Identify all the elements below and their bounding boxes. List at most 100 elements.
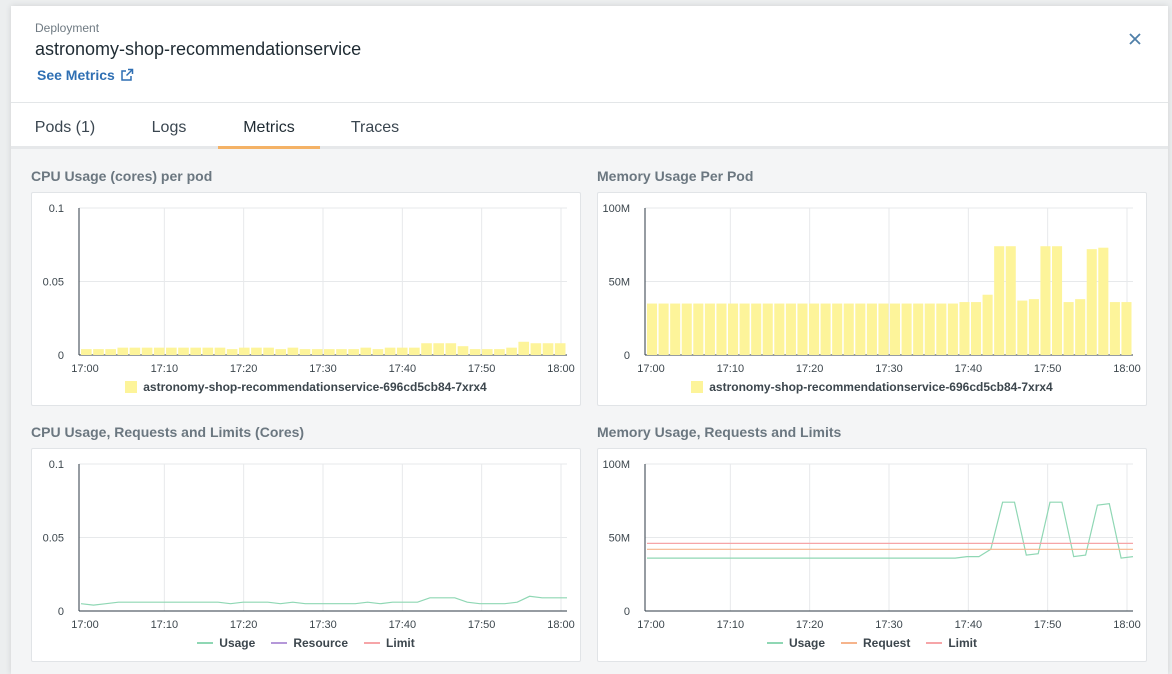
cpu-lines-x-tick: 17:00 — [71, 619, 99, 631]
mem-bars-bar — [901, 303, 912, 355]
legend-label: Request — [863, 636, 911, 650]
cpu-lines-x-tick: 17:30 — [309, 619, 337, 631]
mem-lines-series-usage — [647, 501, 1134, 559]
legend-request[interactable]: Request — [841, 636, 910, 650]
deployment-panel: Deployment astronomy-shop-recommendation… — [11, 6, 1168, 674]
cpu-bars-y-tick: 0.05 — [43, 277, 64, 289]
mem-lines-x-tick: 17:50 — [1034, 619, 1062, 631]
legend-usage[interactable]: Usage — [197, 636, 255, 650]
tab-pods[interactable]: Pods (1) — [34, 119, 96, 136]
mem-bars-bar — [855, 303, 866, 355]
tab-logs[interactable]: Logs — [151, 119, 187, 136]
legend-swatch — [197, 642, 214, 644]
cpu-lines-x-tick: 17:40 — [389, 619, 417, 631]
cpu-bars-x-tick: 17:30 — [309, 363, 337, 375]
cpu-bars-bar — [166, 347, 177, 355]
mem-rl-title: Memory Usage, Requests and Limits — [597, 424, 842, 440]
mem-bars-x-tick: 18:00 — [1113, 363, 1141, 375]
mem-bars-bar — [681, 303, 692, 355]
mem-bars-bar — [1017, 300, 1028, 355]
cpu-bars-bar — [214, 347, 226, 355]
cpu-bars-bar — [409, 347, 420, 355]
cpu-bars-bar — [384, 347, 396, 355]
mem-bars-bar — [982, 294, 993, 355]
active-tab-indicator — [218, 146, 320, 149]
cpu-bars-x-tick: 17:00 — [71, 363, 99, 375]
legend-swatch — [926, 642, 943, 644]
cpu-bars-bar — [372, 349, 384, 355]
mem-per-pod-legend: astronomy-shop-recommendationservice-696… — [598, 380, 1146, 394]
mem-bars-bar — [890, 303, 901, 355]
cpu-bars-bar — [287, 347, 299, 355]
mem-bars-bar — [797, 303, 808, 355]
external-link-icon — [121, 68, 134, 81]
legend-label: Resource — [293, 636, 349, 650]
mem-bars-bar — [658, 303, 669, 355]
legend-label: Limit — [948, 636, 978, 650]
legend-swatch — [766, 642, 783, 644]
cpu-bars-bar — [336, 349, 347, 355]
see-metrics-label: See Metrics — [37, 67, 115, 83]
mem-bars-bar — [971, 302, 982, 355]
cpu-bars-bar — [299, 349, 311, 355]
mem-lines-y-tick: 100M — [602, 459, 630, 471]
mem-rl-legend: Usage Request Limit — [598, 636, 1146, 650]
mem-rl-chart: 0 50M 100M 17:00 17:10 17:20 17:30 17:40 17:50 18… — [597, 448, 1147, 662]
mem-bars-bar — [866, 303, 877, 355]
cpu-bars-bar — [153, 347, 165, 355]
mem-bars-bar — [1109, 302, 1120, 355]
cpu-bars-bar — [311, 349, 323, 355]
cpu-bars-bar — [238, 347, 250, 355]
mem-bars-bar — [670, 303, 681, 355]
cpu-bars-bar — [445, 343, 457, 355]
resource-kind: Deployment — [35, 21, 100, 35]
mem-bars-bar — [959, 302, 970, 355]
legend-resource[interactable]: Resource — [271, 636, 348, 650]
mem-bars-bar — [751, 303, 762, 355]
close-icon[interactable] — [1126, 30, 1144, 48]
legend-item[interactable]: astronomy-shop-recommendationservice-696… — [691, 380, 1053, 394]
legend-label: Usage — [788, 636, 825, 650]
cpu-bars-bar — [518, 341, 530, 355]
cpu-bars-bar — [469, 349, 481, 355]
cpu-lines-y-tick: 0 — [58, 606, 64, 618]
cpu-per-pod-svg: 0 0.05 0.1 17:00 17:10 17:20 17:30 17:40 17:50 18… — [43, 203, 575, 375]
mem-bars-bar — [739, 303, 750, 355]
legend-limit[interactable]: Limit — [926, 636, 977, 650]
mem-bars-bar — [704, 303, 715, 355]
mem-bars-x-tick: 17:30 — [875, 363, 903, 375]
cpu-rl-legend: Usage Resource Limit — [32, 636, 580, 650]
legend-swatch — [271, 642, 288, 644]
mem-bars-bar — [728, 303, 739, 355]
cpu-per-pod-chart: 0 0.05 0.1 17:00 17:10 17:20 17:30 17:40 17:50 18… — [31, 192, 581, 406]
tab-metrics[interactable]: Metrics — [243, 119, 295, 136]
tab-traces[interactable]: Traces — [350, 119, 400, 136]
mem-per-pod-svg: 0 50M 100M 17:00 17:10 17:20 17:30 17:40 17:50 18… — [602, 203, 1141, 375]
cpu-bars-bar — [93, 349, 104, 355]
mem-lines-x-tick: 18:00 — [1113, 619, 1141, 631]
mem-bars-x-tick: 17:20 — [796, 363, 824, 375]
see-metrics-link[interactable]: See Metrics — [37, 67, 134, 83]
mem-bars-bar — [878, 303, 889, 355]
mem-bars-x-tick: 17:00 — [637, 363, 665, 375]
legend-item[interactable]: astronomy-shop-recommendationservice-696… — [125, 380, 487, 394]
legend-usage[interactable]: Usage — [766, 636, 825, 650]
cpu-bars-bar — [275, 349, 287, 355]
legend-limit[interactable]: Limit — [364, 636, 415, 650]
mem-lines-x-tick: 17:30 — [875, 619, 903, 631]
mem-lines-y-tick: 50M — [609, 533, 630, 545]
mem-lines-x-tick: 17:00 — [637, 619, 665, 631]
cpu-lines-x-tick: 18:00 — [547, 619, 575, 631]
mem-bars-bar — [832, 303, 843, 355]
cpu-bars-bar — [226, 349, 238, 355]
mem-lines-x-tick: 17:10 — [717, 619, 745, 631]
cpu-bars-bar — [263, 347, 274, 355]
legend-label: astronomy-shop-recommendationservice-696… — [709, 380, 1053, 394]
mem-bars-bar — [1121, 302, 1132, 355]
mem-bars-bar — [1052, 246, 1063, 355]
mem-bars-bar — [693, 303, 704, 355]
cpu-lines-x-tick: 17:50 — [468, 619, 496, 631]
mem-bars-bar — [647, 303, 658, 355]
mem-bars-bar — [1028, 299, 1039, 355]
tab-bar: Pods (1) Logs Metrics Traces — [11, 103, 1168, 149]
